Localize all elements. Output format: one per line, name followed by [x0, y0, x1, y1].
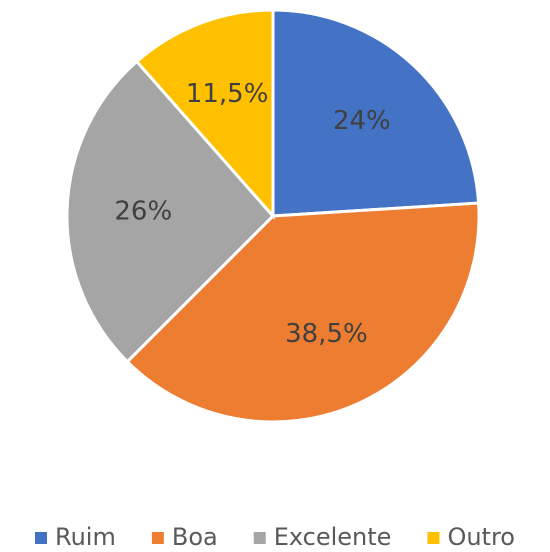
- value-label: 38,5%: [285, 319, 368, 349]
- value-label: 26%: [114, 196, 172, 226]
- pie-slice: [271, 8, 481, 218]
- legend-swatch: [253, 532, 266, 544]
- pie-slice: [134, 8, 275, 220]
- legend-swatch: [35, 532, 47, 544]
- value-label: 11,5%: [186, 79, 269, 109]
- pie-slice: [65, 59, 276, 364]
- legend-swatch: [427, 532, 440, 544]
- legend-label: Boa: [172, 523, 218, 551]
- pie-slice: [125, 201, 481, 424]
- value-label: 24%: [333, 106, 391, 136]
- legend-label: Ruim: [55, 523, 116, 551]
- legend-label: Outro: [447, 523, 515, 551]
- legend-swatch: [151, 532, 164, 544]
- legend-label: Excelente: [274, 523, 392, 551]
